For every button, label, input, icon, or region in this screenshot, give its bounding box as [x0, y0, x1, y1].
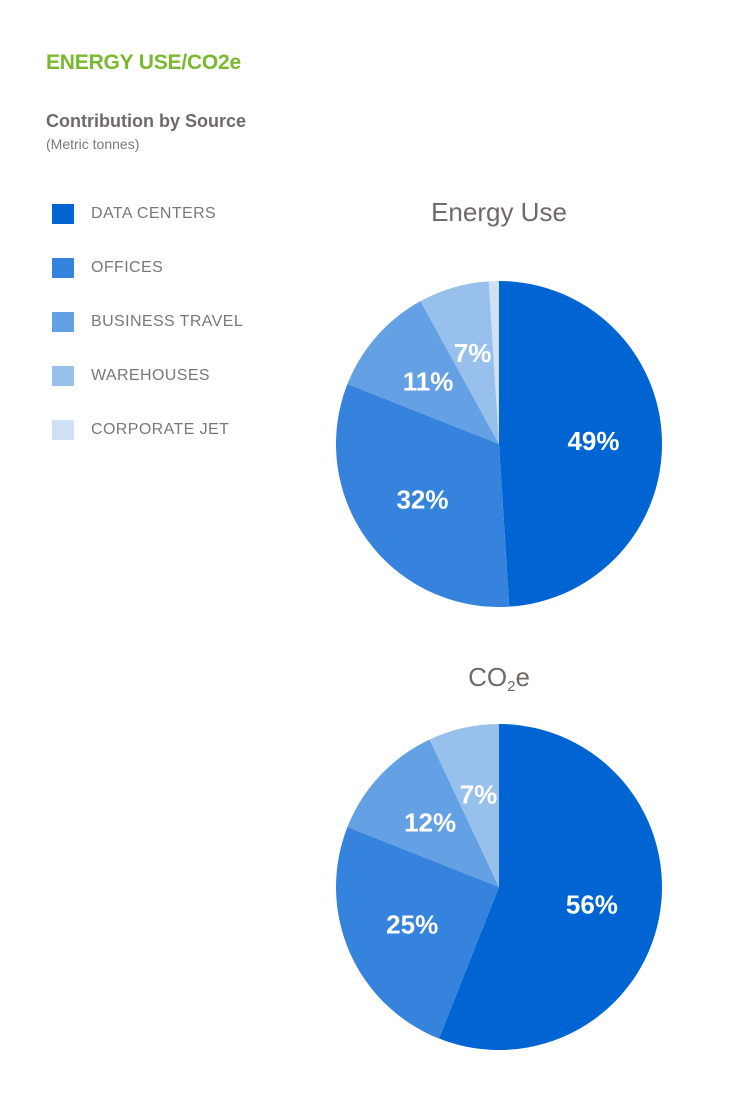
page-title: ENERGY USE/CO2e [46, 51, 242, 74]
energy-use-label-data-centers: 49% [567, 426, 619, 456]
energy-use-label-business-travel: 11% [403, 367, 454, 397]
legend-item-data-centers: DATA CENTERS [52, 204, 243, 224]
legend-item-business-travel: BUSINESS TRAVEL [52, 312, 243, 332]
legend-swatch-business-travel [52, 312, 74, 332]
section-subtitle: (Metric tonnes) [46, 136, 140, 152]
energy-use-label-warehouses: 7% [454, 338, 492, 368]
energy-use-pie-chart: 49% 32% 11%7% 1% [336, 250, 663, 608]
co2e-slice-warehouses [429, 724, 499, 887]
energy-use-slice-offices [336, 384, 510, 608]
energy-use-label-corporate-jet: 1% [475, 250, 513, 280]
legend-item-offices: OFFICES [52, 258, 243, 278]
co2e-pie-chart: 56% 25% 12%7% [336, 724, 663, 1050]
section-title: Contribution by Source [46, 111, 246, 131]
legend-item-corporate-jet: CORPORATE JET [52, 420, 243, 440]
co2e-label-business-travel: 12% [404, 807, 456, 837]
energy-use-slice-corporate-jet [488, 281, 499, 444]
legend-swatch-warehouses [52, 366, 74, 386]
co2e-slice-offices [336, 827, 499, 1039]
co2e-label-offices: 25% [386, 910, 438, 940]
legend-label-offices: OFFICES [91, 259, 164, 276]
energy-use-slice-business-travel [347, 301, 499, 444]
legend-item-warehouses: WAREHOUSES [52, 366, 243, 386]
co2e-slice-business-travel [347, 739, 499, 887]
energy-use-label-offices: 32% [396, 485, 448, 515]
legend-swatch-data-centers [52, 204, 74, 224]
energy-use-chart-title: Energy Use [334, 197, 664, 228]
legend-swatch-offices [52, 258, 74, 278]
energy-use-slice-data-centers [499, 281, 663, 607]
legend-label-business-travel: BUSINESS TRAVEL [91, 313, 244, 330]
co2e-chart-title: CO2e [334, 662, 664, 695]
legend-label-data-centers: DATA CENTERS [91, 205, 217, 222]
energy-use-title-main: Energy Use [431, 197, 567, 227]
legend-label-corporate-jet: CORPORATE JET [91, 421, 230, 438]
legend-swatch-corporate-jet [52, 420, 74, 440]
energy-use-slice-warehouses [420, 281, 499, 444]
co2e-title-sub: 2 [507, 678, 516, 695]
co2e-title-main: CO [468, 662, 508, 692]
chart-legend: DATA CENTERS OFFICES BUSINESS TRAVEL WAR… [52, 204, 243, 474]
co2e-slice-data-centers [439, 724, 663, 1050]
co2e-title-suffix: e [515, 662, 530, 692]
co2e-label-warehouses: 7% [460, 780, 498, 810]
legend-label-warehouses: WAREHOUSES [91, 367, 210, 384]
co2e-label-data-centers: 56% [566, 890, 618, 920]
